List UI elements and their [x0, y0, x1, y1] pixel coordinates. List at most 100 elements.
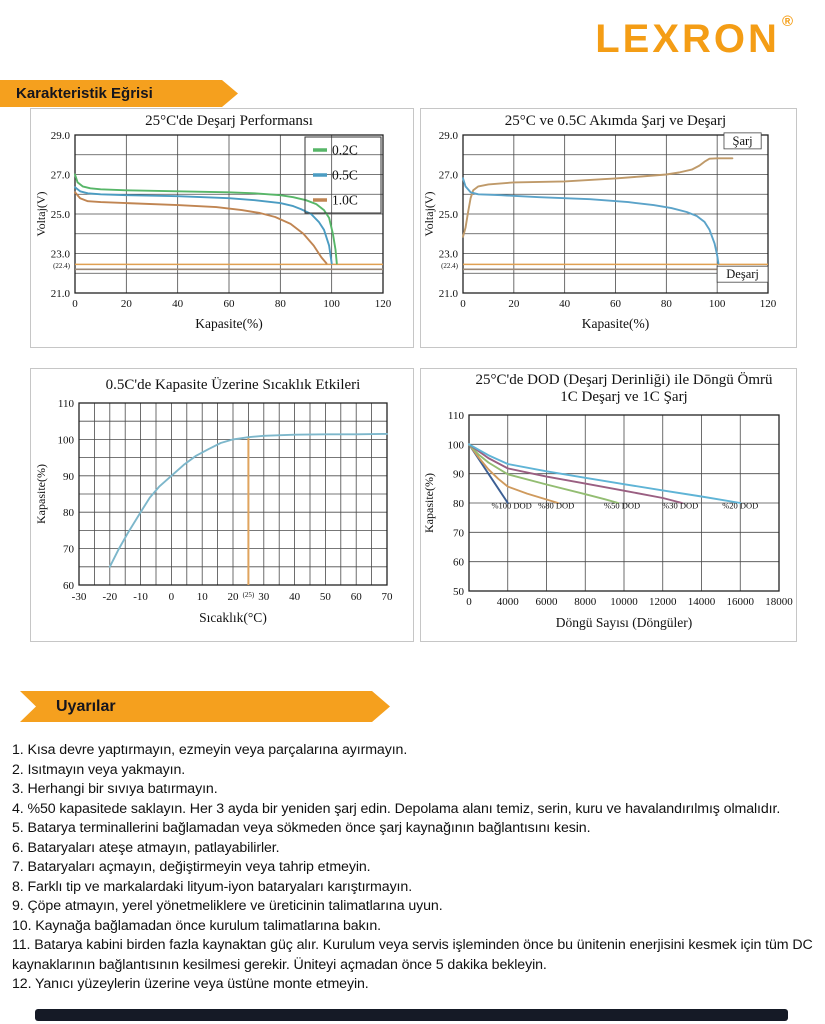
chart-card-discharge-performance: 0 20 40 60 80 100 120 29.0 27.0 25.0 23.0 (22.4) 21.… — [30, 108, 414, 348]
chart-card-temperature-capacity: -30 -20 -10 0 10 20 (25) 30 40 50 60 70 110 100 90 80 70… — [30, 368, 414, 642]
warning-item: 12. Yanıcı yüzeylerin üzerine veya üstün… — [12, 976, 369, 992]
chart-discharge-performance: 0 20 40 60 80 100 120 29.0 27.0 25.0 23.0(22.4) 21.… — [34, 113, 392, 331]
svg-text:0.5C'de Kapasite Üzerine Sıcak: 0.5C'de Kapasite Üzerine Sıcaklık Etkile… — [106, 376, 361, 393]
section-title-characteristics: Karakteristik Eğrisi — [16, 85, 153, 102]
svg-text:50: 50 — [320, 591, 332, 603]
registered-trademark-icon: ® — [781, 13, 793, 30]
svg-text:80: 80 — [275, 298, 287, 310]
brand-logo-text: LEXRON — [595, 17, 780, 61]
svg-text:18000: 18000 — [765, 596, 793, 608]
warning-item: 9. Çöpe atmayın, yerel yönetmeliklere ve… — [12, 898, 443, 914]
warning-item: 7. Bataryaları açmayın, değiştirmeyin ve… — [12, 859, 371, 875]
svg-text:25°C'de DOD (Deşarj Derinliği): 25°C'de DOD (Deşarj Derinliği) ile Dōngü… — [476, 371, 773, 388]
svg-text:Voltaj(V): Voltaj(V) — [422, 191, 436, 236]
svg-text:(22.4): (22.4) — [53, 262, 71, 270]
warnings-list: 1. Kısa devre yaptırmayın, ezmeyin veya … — [12, 741, 813, 995]
svg-text:90: 90 — [63, 471, 75, 483]
svg-text:%50 DOD: %50 DOD — [604, 500, 640, 510]
svg-text:70: 70 — [63, 544, 75, 556]
svg-text:12000: 12000 — [649, 596, 677, 608]
svg-text:Voltaj(V): Voltaj(V) — [34, 191, 48, 236]
svg-text:25.0: 25.0 — [51, 209, 71, 221]
svg-text:10: 10 — [197, 591, 209, 603]
svg-text:25.0: 25.0 — [439, 209, 459, 221]
svg-text:%20 DOD: %20 DOD — [722, 500, 758, 510]
svg-text:0: 0 — [169, 591, 175, 603]
svg-text:%100 DOD: %100 DOD — [491, 500, 531, 510]
warning-item: 6. Bataryaları ateşe atmayın, patlayabil… — [12, 839, 280, 856]
svg-text:80: 80 — [661, 298, 673, 310]
svg-text:29.0: 29.0 — [51, 130, 71, 142]
warning-item: 5. Batarya terminallerini bağlamadan vey… — [12, 820, 591, 836]
svg-text:(22.4): (22.4) — [441, 262, 459, 270]
svg-text:70: 70 — [382, 591, 394, 603]
chart-charge-discharge: 0 20 40 60 80 100 120 29.0 27.0 25.0 23.0(22.4) 21.… — [422, 113, 777, 331]
svg-text:1C Deşarj ve 1C Şarj: 1C Deşarj ve 1C Şarj — [560, 389, 687, 405]
svg-text:80: 80 — [63, 507, 75, 519]
svg-text:6000: 6000 — [536, 596, 559, 608]
svg-text:120: 120 — [760, 298, 777, 310]
svg-text:27.0: 27.0 — [51, 170, 71, 182]
svg-text:8000: 8000 — [574, 596, 597, 608]
chart-card-cycle-life-dod: 0 4000 6000 8000 10000 12000 14000 16000 18000 11… — [420, 368, 797, 642]
svg-text:0.5C: 0.5C — [332, 168, 358, 183]
svg-text:20: 20 — [228, 591, 240, 603]
svg-text:21.0: 21.0 — [439, 288, 459, 300]
svg-text:-30: -30 — [72, 591, 87, 603]
svg-text:0.2C: 0.2C — [332, 143, 358, 158]
section-title-warnings: Uyarılar — [56, 697, 116, 715]
svg-text:80: 80 — [453, 498, 465, 510]
warning-item: 4. %50 kapasitede saklayın. Her 3 ayda b… — [12, 800, 781, 817]
svg-text:60: 60 — [224, 298, 236, 310]
svg-text:40: 40 — [289, 591, 301, 603]
svg-text:27.0: 27.0 — [439, 170, 459, 182]
svg-text:Kapasite(%): Kapasite(%) — [195, 316, 262, 331]
svg-text:100: 100 — [323, 298, 340, 310]
svg-text:29.0: 29.0 — [439, 130, 459, 142]
svg-text:-10: -10 — [133, 591, 148, 603]
svg-text:4000: 4000 — [497, 596, 520, 608]
svg-text:20: 20 — [508, 298, 519, 310]
svg-text:0: 0 — [460, 298, 466, 310]
svg-text:-20: -20 — [102, 591, 117, 603]
svg-text:Kapasite(%): Kapasite(%) — [422, 473, 436, 533]
warning-item: 3. Herhangi bir sıvıya batırmayın. — [12, 781, 218, 797]
svg-text:100: 100 — [448, 439, 465, 451]
svg-text:40: 40 — [559, 298, 571, 310]
svg-text:23.0: 23.0 — [439, 249, 459, 261]
section-banner-warnings: Uyarılar — [20, 691, 390, 722]
svg-text:(25): (25) — [243, 591, 255, 599]
svg-text:60: 60 — [610, 298, 622, 310]
chart-cycle-life-dod: 0 4000 6000 8000 10000 12000 14000 16000 18000 11… — [422, 371, 793, 630]
warning-item: 2. Isıtmayın veya yakmayın. — [12, 761, 186, 778]
svg-text:30: 30 — [258, 591, 270, 603]
svg-text:0: 0 — [466, 596, 472, 608]
svg-text:0: 0 — [72, 298, 78, 310]
chart-temperature-capacity: -30 -20 -10 0 10 20 (25) 30 40 50 60 70 110 100 90 80 70… — [34, 376, 394, 625]
svg-text:60: 60 — [63, 580, 75, 592]
svg-text:Döngü Sayısı (Döngüler): Döngü Sayısı (Döngüler) — [556, 615, 692, 630]
svg-text:Kapasite(%): Kapasite(%) — [34, 464, 48, 524]
svg-text:Şarj: Şarj — [733, 134, 753, 148]
svg-text:25°C'de Deşarj Performansı: 25°C'de Deşarj Performansı — [145, 113, 313, 129]
svg-text:21.0: 21.0 — [51, 288, 71, 300]
svg-text:14000: 14000 — [688, 596, 716, 608]
svg-text:70: 70 — [453, 527, 465, 539]
warning-item: 10. Kaynağa bağlamadan önce kurulum tali… — [12, 917, 382, 934]
svg-text:1.0C: 1.0C — [332, 193, 358, 208]
warning-item: 11. Batarya kabini birden fazla kaynakta… — [12, 937, 813, 973]
svg-text:50: 50 — [453, 586, 465, 598]
section-banner-characteristics: Karakteristik Eğrisi — [0, 80, 238, 107]
svg-text:100: 100 — [58, 434, 75, 446]
svg-text:%80 DOD: %80 DOD — [538, 500, 574, 510]
svg-text:20: 20 — [121, 298, 133, 310]
svg-text:90: 90 — [453, 469, 465, 481]
warning-item: 8. Farklı tip ve markalardaki lityum-iyo… — [12, 878, 413, 895]
svg-text:60: 60 — [351, 591, 363, 603]
svg-text:40: 40 — [172, 298, 184, 310]
svg-text:10000: 10000 — [610, 596, 638, 608]
svg-text:Kapasite(%): Kapasite(%) — [582, 316, 649, 331]
svg-text:%30 DOD: %30 DOD — [662, 500, 698, 510]
chart-card-charge-discharge: 0 20 40 60 80 100 120 29.0 27.0 25.0 23.0 (22.4) 21.… — [420, 108, 797, 348]
